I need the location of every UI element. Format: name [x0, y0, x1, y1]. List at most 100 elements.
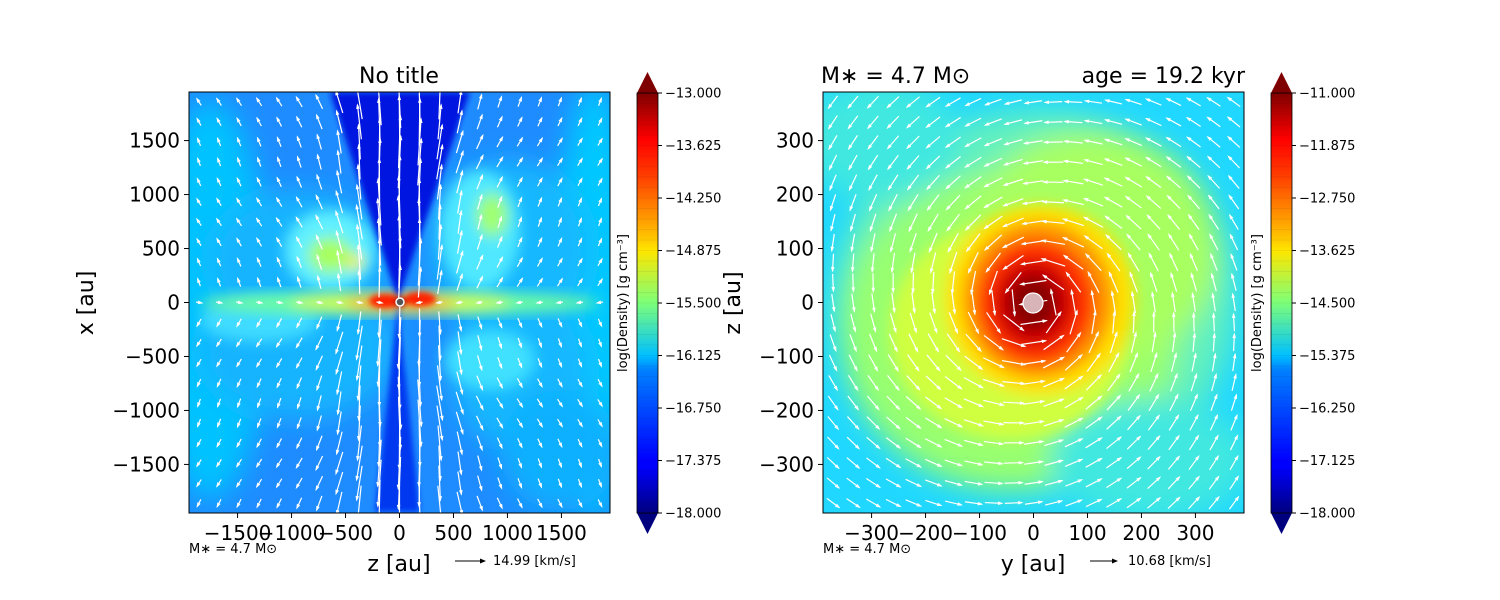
- right-velocity-arrowhead: [936, 502, 943, 507]
- left-velocity-arrowhead: [316, 153, 321, 160]
- left-velocity-arrowhead: [578, 237, 583, 243]
- right-velocity-arrowhead: [834, 444, 840, 450]
- right-velocity-arrowhead: [874, 385, 880, 392]
- left-density-map: [189, 92, 610, 513]
- left-ytick-label: −500: [125, 344, 180, 368]
- right-velocity-arrowhead: [890, 247, 894, 253]
- right-velocity-arrow: [1021, 259, 1046, 265]
- left-velocity-arrowhead: [295, 195, 301, 202]
- left-velocity-arrow: [358, 385, 361, 421]
- right-velocity-arrowhead: [1174, 393, 1179, 400]
- left-velocity-arrowhead: [479, 113, 483, 120]
- right-velocity-arrowhead: [866, 103, 872, 109]
- left-velocity-arrowhead: [558, 382, 563, 388]
- right-velocity-arrowhead: [964, 163, 970, 168]
- left-ytick-label: 1000: [129, 183, 180, 207]
- right-velocity-arrowhead: [891, 288, 895, 294]
- right-velocity-arrowhead: [1191, 291, 1195, 298]
- right-velocity-arrowhead: [1019, 282, 1025, 286]
- right-velocity-arrowhead: [977, 462, 984, 466]
- right-velocity-arrowhead: [1040, 239, 1047, 243]
- left-velocity-arrowhead: [256, 442, 261, 449]
- right-xtick-label: −200: [898, 521, 953, 545]
- left-velocity-arrowhead: [455, 300, 461, 305]
- left-velocity-arrowhead: [459, 169, 464, 176]
- right-velocity-arrowhead: [1041, 219, 1047, 224]
- left-velocity-arrowhead: [196, 461, 201, 468]
- left-velocity-arrowhead: [398, 154, 402, 161]
- left-title: No title: [359, 64, 439, 89]
- left-velocity-arrowhead: [256, 237, 261, 243]
- left-ytick-label: 1500: [129, 129, 180, 153]
- left-velocity-arrowhead: [355, 375, 360, 382]
- left-velocity-arrowhead: [495, 300, 502, 305]
- right-velocity-arrowhead: [934, 347, 940, 353]
- right-velocity-arrowhead: [916, 483, 923, 488]
- left-velocity-arrowhead: [498, 175, 503, 182]
- left-velocity-arrowhead: [315, 214, 320, 220]
- right-velocity-arrowhead: [936, 443, 943, 448]
- left-velocity-arrowhead: [378, 300, 384, 305]
- right-velocity-arrowhead: [1062, 139, 1069, 144]
- left-velocity-arrowhead: [358, 300, 364, 305]
- right-velocity-arrowhead: [1022, 161, 1029, 165]
- right-velocity-arrowhead: [1210, 252, 1214, 259]
- right-velocity-arrowhead: [1038, 440, 1045, 444]
- left-velocity-arrow: [437, 225, 442, 260]
- left-velocity-arrowhead: [237, 402, 241, 409]
- right-velocity-arrowhead: [1175, 475, 1181, 482]
- right-velocity-arrowhead: [957, 384, 963, 390]
- left-velocity-arrowhead: [256, 422, 261, 429]
- left-velocity-arrowhead: [578, 197, 583, 203]
- right-velocity-arrowhead: [1232, 352, 1237, 359]
- right-velocity-arrowhead: [1062, 254, 1069, 260]
- right-velocity-arrowhead: [978, 403, 985, 408]
- left-velocity-arrowhead: [295, 463, 300, 470]
- left-velocity-arrowhead: [538, 422, 544, 428]
- right-velocity-arrowhead: [1214, 495, 1220, 502]
- left-velocity-arrowhead: [438, 203, 442, 210]
- right-velocity-arrowhead: [1155, 476, 1162, 482]
- right-velocity-arrowhead: [829, 185, 834, 192]
- left-velocity-arrowhead: [558, 322, 563, 328]
- right-velocity-arrowhead: [1124, 195, 1131, 201]
- left-colorbar-tick-label: −14.875: [665, 244, 721, 259]
- left-velocity-arrowhead: [216, 321, 221, 328]
- right-velocity-arrowhead: [1059, 356, 1066, 361]
- left-velocity-arrowhead: [236, 136, 241, 143]
- left-velocity-arrowhead: [440, 415, 444, 422]
- right-velocity-arrowhead: [1125, 214, 1131, 220]
- left-velocity-arrowhead: [538, 176, 543, 183]
- left-velocity-arrowhead: [518, 256, 524, 263]
- left-colorbar-ticks: −13.000 −13.625 −14.250 −14.875 −15.500 −16.1…: [658, 87, 721, 522]
- left-velocity-arrowhead: [398, 264, 402, 271]
- right-velocity-arrowhead: [847, 144, 853, 151]
- left-velocity-arrowhead: [598, 361, 603, 368]
- left-velocity-arrowhead: [535, 300, 542, 305]
- right-velocity-arrowhead: [1057, 500, 1064, 504]
- right-velocity-arrowhead: [1213, 372, 1217, 379]
- left-velocity-arrowhead: [257, 156, 261, 163]
- left-velocity-arrow: [418, 479, 421, 513]
- right-velocity-arrowhead: [848, 164, 853, 171]
- right-velocity-arrowhead: [916, 424, 922, 430]
- right-velocity-arrowhead: [1155, 434, 1161, 441]
- right-velocity-arrowhead: [829, 205, 834, 212]
- right-velocity-arrowhead: [944, 163, 951, 169]
- left-velocity-arrowhead: [558, 257, 563, 263]
- left-velocity-arrowhead: [338, 300, 344, 305]
- left-velocity-arrowhead: [518, 156, 524, 163]
- left-velocity-arrowhead: [295, 483, 300, 490]
- left-xtick-label: 0: [393, 521, 406, 545]
- left-velocity-arrowhead: [335, 489, 339, 496]
- right-velocity-arrowhead: [925, 103, 931, 108]
- left-velocity-arrowhead: [499, 423, 504, 430]
- right-velocity-arrowhead: [1082, 197, 1089, 202]
- left-velocity-arrowhead: [216, 502, 221, 509]
- left-velocity-arrowhead: [315, 365, 320, 371]
- left-velocity-arrow: [418, 359, 422, 406]
- left-velocity-arrowhead: [257, 402, 261, 409]
- left-velocity-arrowhead: [518, 277, 524, 283]
- left-velocity-arrowhead: [276, 116, 281, 123]
- left-velocity-arrowhead: [578, 277, 584, 284]
